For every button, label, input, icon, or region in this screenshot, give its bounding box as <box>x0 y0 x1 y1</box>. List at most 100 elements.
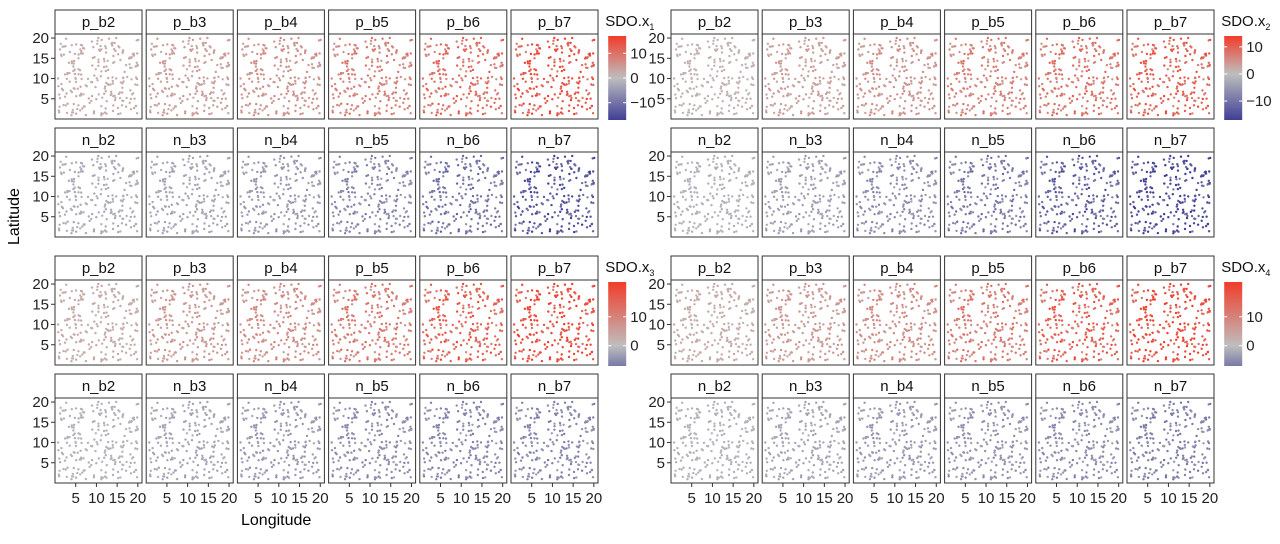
data-point <box>125 224 127 226</box>
data-point <box>535 48 537 50</box>
data-point <box>445 191 447 193</box>
data-point <box>1056 113 1058 115</box>
data-point <box>867 51 869 53</box>
data-point <box>728 198 730 200</box>
data-point <box>173 170 175 172</box>
data-point <box>446 225 448 227</box>
data-point <box>731 195 733 197</box>
y-tick-label: 10 <box>32 71 49 88</box>
data-point <box>1184 55 1186 57</box>
data-point <box>349 161 351 163</box>
data-point <box>294 110 296 112</box>
data-point <box>1054 68 1056 70</box>
data-point <box>344 44 346 46</box>
data-point <box>568 80 570 82</box>
data-point <box>803 77 805 79</box>
data-point <box>820 61 822 63</box>
data-point <box>351 57 353 59</box>
data-point <box>453 220 455 222</box>
data-point <box>1117 112 1119 114</box>
data-point <box>107 60 109 62</box>
data-point <box>729 48 731 50</box>
data-point <box>1094 48 1096 50</box>
data-point <box>191 70 193 72</box>
data-point <box>436 91 438 93</box>
data-point <box>720 205 722 207</box>
data-point <box>254 109 256 111</box>
data-point <box>386 104 388 106</box>
data-point <box>308 194 310 196</box>
data-point <box>529 221 531 223</box>
data-point <box>183 164 185 166</box>
data-point <box>824 163 826 165</box>
data-point <box>91 40 93 42</box>
data-point <box>164 60 166 62</box>
data-point <box>520 73 522 75</box>
data-point <box>486 205 488 207</box>
data-point <box>804 183 806 185</box>
data-point <box>832 64 834 66</box>
data-point <box>169 186 171 188</box>
data-point <box>745 102 747 104</box>
data-point <box>989 45 991 47</box>
data-point <box>371 155 373 157</box>
data-point <box>380 178 382 180</box>
data-point <box>553 37 555 39</box>
data-point <box>1050 51 1052 53</box>
data-point <box>766 215 768 217</box>
data-point <box>378 163 380 165</box>
data-point <box>171 86 173 88</box>
data-point <box>344 162 346 164</box>
data-point <box>196 51 198 53</box>
data-point <box>1098 45 1100 47</box>
data-point <box>1179 69 1181 71</box>
data-point <box>475 93 477 95</box>
y-tick-label: 5 <box>41 209 49 226</box>
data-point <box>437 221 439 223</box>
data-point <box>1045 73 1047 75</box>
data-point <box>498 225 500 227</box>
data-point <box>259 206 261 208</box>
data-point <box>1187 77 1189 79</box>
data-point <box>929 78 931 80</box>
data-point <box>70 114 72 116</box>
data-point <box>682 78 684 80</box>
data-point <box>703 78 705 80</box>
data-point <box>371 183 373 185</box>
data-point <box>440 213 442 215</box>
data-point <box>371 179 373 181</box>
data-point <box>724 84 726 86</box>
data-point <box>130 196 132 198</box>
data-point <box>960 60 962 62</box>
data-point <box>1047 73 1049 75</box>
data-point <box>810 60 812 62</box>
data-point <box>424 48 426 50</box>
data-point <box>461 40 463 42</box>
data-point <box>375 215 377 217</box>
data-point <box>345 111 347 113</box>
data-point <box>388 97 390 99</box>
data-point <box>934 180 936 182</box>
data-point <box>355 107 357 109</box>
data-point <box>224 225 226 227</box>
data-point <box>708 164 710 166</box>
data-point <box>828 104 830 106</box>
data-point <box>243 201 245 203</box>
data-point <box>440 161 442 163</box>
data-point <box>456 95 458 97</box>
data-point <box>83 165 85 167</box>
facet-plot-area <box>511 34 598 119</box>
data-point <box>72 109 74 111</box>
data-point <box>81 44 83 46</box>
data-point <box>544 215 546 217</box>
data-point <box>749 216 751 218</box>
data-point <box>1201 102 1203 104</box>
data-point <box>997 38 999 40</box>
data-point <box>257 43 259 45</box>
data-point <box>357 105 359 107</box>
data-point <box>567 76 569 78</box>
data-point <box>818 211 820 213</box>
data-point <box>77 104 79 106</box>
data-point <box>442 171 444 173</box>
data-point <box>189 49 191 51</box>
